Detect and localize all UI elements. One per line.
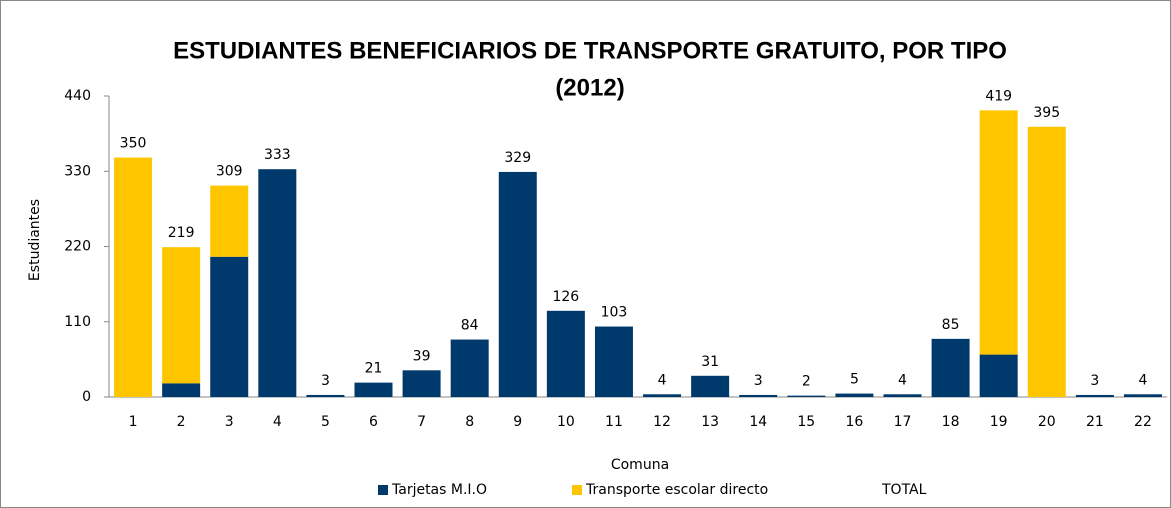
x-tick-label: 12 xyxy=(653,414,671,430)
bar-segment xyxy=(114,157,153,397)
legend-swatch xyxy=(378,485,388,495)
x-tick-label: 5 xyxy=(321,414,330,430)
total-label: 4 xyxy=(1138,372,1147,388)
chart-title: ESTUDIANTES BENEFICIARIOS DE TRANSPORTE … xyxy=(173,37,1007,64)
x-tick-label: 4 xyxy=(273,414,282,430)
x-tick-label: 6 xyxy=(369,414,378,430)
x-tick-label: 14 xyxy=(749,414,767,430)
bar-segment xyxy=(883,394,922,397)
y-tick-label: 330 xyxy=(64,163,91,179)
bar-segment xyxy=(306,394,345,397)
total-label: 333 xyxy=(264,147,291,163)
x-tick-label: 13 xyxy=(701,414,719,430)
x-tick-label: 20 xyxy=(1038,414,1056,430)
x-tick-label: 15 xyxy=(797,414,815,430)
x-tick-label: 3 xyxy=(225,414,234,430)
legend-label: Tarjetas M.I.O xyxy=(391,482,487,498)
legend-label: Transporte escolar directo xyxy=(585,482,768,498)
bar-segment xyxy=(594,326,633,397)
x-tick-label: 10 xyxy=(557,414,575,430)
total-label: 5 xyxy=(850,372,859,388)
x-axis-title: Comuna xyxy=(611,457,669,473)
bar-segment xyxy=(546,310,585,397)
bar-segment xyxy=(1027,126,1066,397)
y-axis-title: Estudiantes xyxy=(27,199,43,281)
x-tick-label: 21 xyxy=(1086,414,1104,430)
x-tick-label: 19 xyxy=(990,414,1008,430)
x-tick-label: 9 xyxy=(513,414,522,430)
bar-segment xyxy=(402,370,441,397)
total-label: 3 xyxy=(1090,373,1099,389)
bar-segment xyxy=(835,393,874,397)
total-label: 84 xyxy=(461,318,479,334)
bar-segment xyxy=(931,338,970,397)
total-label: 3 xyxy=(321,373,330,389)
total-label: 395 xyxy=(1033,105,1060,121)
x-tick-label: 18 xyxy=(942,414,960,430)
bar-segment xyxy=(739,394,778,397)
total-label: 309 xyxy=(216,164,243,180)
total-label: 219 xyxy=(168,225,195,241)
bar-segment xyxy=(162,247,201,384)
total-label: 329 xyxy=(504,150,531,166)
bar-segment xyxy=(210,185,249,257)
total-label: 103 xyxy=(601,305,628,321)
y-tick-label: 0 xyxy=(82,389,91,405)
x-tick-label: 8 xyxy=(465,414,474,430)
total-label: 4 xyxy=(658,372,667,388)
x-tick-label: 22 xyxy=(1134,414,1152,430)
bar-segment xyxy=(643,394,682,397)
x-tick-label: 16 xyxy=(845,414,863,430)
bar-segment xyxy=(691,375,730,397)
bar-segment xyxy=(787,395,826,397)
legend-swatch xyxy=(572,485,582,495)
bar-segment xyxy=(979,354,1018,397)
total-label: 2 xyxy=(802,374,811,390)
bar-segment xyxy=(210,256,249,397)
bar-segment xyxy=(1075,394,1114,397)
bar-segment xyxy=(354,382,393,397)
y-tick-label: 110 xyxy=(64,314,91,330)
bar-segment xyxy=(450,339,489,397)
legend-label: TOTAL xyxy=(881,482,927,498)
bar-segment xyxy=(979,110,1018,355)
total-label: 126 xyxy=(552,289,579,305)
x-tick-label: 2 xyxy=(177,414,186,430)
chart-subtitle: (2012) xyxy=(555,74,624,101)
bar-segment xyxy=(498,171,537,397)
total-label: 31 xyxy=(701,354,719,370)
bar-segment xyxy=(258,169,297,397)
total-label: 39 xyxy=(413,348,431,364)
total-label: 85 xyxy=(942,317,960,333)
y-tick-label: 220 xyxy=(64,239,91,255)
total-label: 419 xyxy=(985,88,1012,104)
x-tick-label: 17 xyxy=(894,414,912,430)
x-tick-label: 1 xyxy=(129,414,138,430)
bar-segment xyxy=(162,383,201,397)
x-tick-label: 11 xyxy=(605,414,623,430)
total-label: 21 xyxy=(365,361,383,377)
total-label: 4 xyxy=(898,372,907,388)
x-tick-label: 7 xyxy=(417,414,426,430)
y-tick-label: 440 xyxy=(64,88,91,104)
bar-segment xyxy=(1123,394,1162,397)
total-label: 3 xyxy=(754,373,763,389)
total-label: 350 xyxy=(120,136,147,152)
